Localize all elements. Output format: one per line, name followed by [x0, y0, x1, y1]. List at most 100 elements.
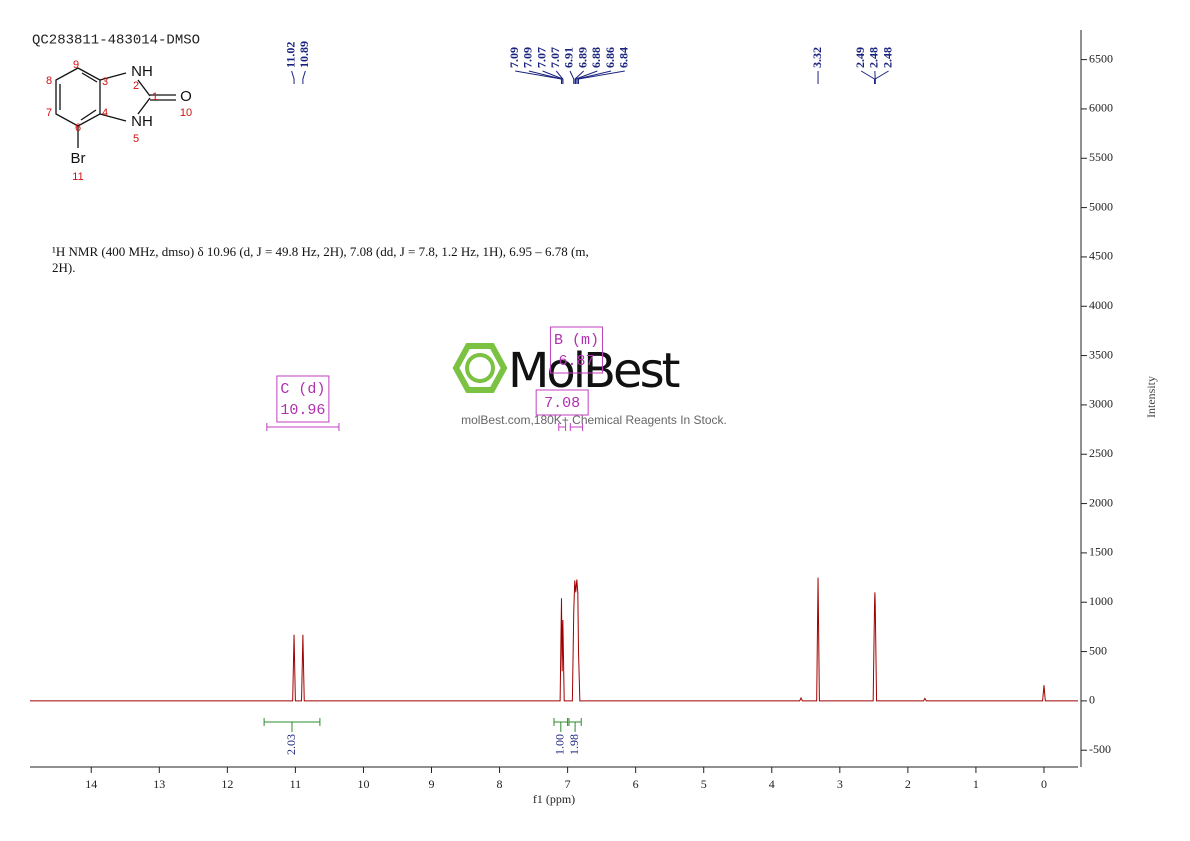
structure — [55, 67, 176, 148]
y-tick-label: 0 — [1089, 693, 1095, 707]
peak-label: 6.86 — [603, 47, 617, 68]
x-tick-label: 0 — [1041, 777, 1047, 791]
x-tick-label: 10 — [357, 777, 369, 791]
peak-connector — [302, 70, 306, 84]
peak-connector — [555, 70, 564, 84]
watermark-brand: MolBest — [508, 343, 680, 399]
atom-number: 9 — [73, 59, 79, 71]
chart-title: QC283811-483014-DMSO — [32, 33, 200, 49]
atom-label: O — [180, 88, 192, 105]
atom-number: 6 — [75, 122, 81, 134]
peak-label: 6.89 — [575, 47, 589, 68]
logo-hexagon — [452, 343, 508, 393]
benzene-ring — [55, 67, 101, 127]
atom-number: 4 — [102, 107, 108, 119]
y-tick-label: 500 — [1089, 643, 1107, 657]
peak-connector — [575, 70, 598, 84]
x-axis-label: f1 (ppm) — [533, 792, 575, 806]
y-tick-label: 3500 — [1089, 347, 1113, 361]
bond — [80, 109, 97, 121]
x-tick-label: 14 — [85, 777, 97, 791]
x-tick-label: 4 — [769, 777, 775, 791]
y-tick-label: 2500 — [1089, 446, 1113, 460]
peak-connector — [291, 70, 295, 84]
multiplet-text: B (m) — [554, 332, 599, 349]
atom-number: 3 — [102, 76, 108, 88]
peak-label: 3.32 — [810, 47, 824, 68]
y-tick-label: -500 — [1089, 742, 1111, 756]
peak-label: 2.48 — [880, 47, 894, 68]
multiplet-text: 6.87 — [558, 353, 594, 370]
peak-connector — [577, 70, 625, 84]
peak-connector — [574, 70, 585, 84]
multiplet-box — [549, 326, 603, 374]
peak-connector — [860, 70, 876, 84]
peak-connector — [569, 70, 575, 84]
spectrum — [30, 577, 1078, 702]
x-tick-label: 1 — [973, 777, 979, 791]
peak-label: 7.07 — [548, 47, 562, 68]
integral-bracket — [568, 718, 582, 732]
y-tick-label: 4500 — [1089, 249, 1113, 263]
y-tick-label: 5000 — [1089, 199, 1113, 213]
x-tick-label: 3 — [837, 777, 843, 791]
peak-label: 7.09 — [507, 47, 521, 68]
x-tick-label: 6 — [633, 777, 639, 791]
integral-label: 2.03 — [284, 734, 298, 755]
x-tick-label: 9 — [429, 777, 435, 791]
x-tick-label: 2 — [905, 777, 911, 791]
atom-label: NH — [131, 113, 153, 130]
y-tick-label: 2000 — [1089, 495, 1113, 509]
multiplet-text: 10.96 — [280, 402, 325, 419]
logo-ring — [465, 353, 495, 383]
x-tick-label: 11 — [290, 777, 302, 791]
integral-label: 1.00 — [553, 734, 567, 755]
y-tick-label: 6500 — [1089, 51, 1113, 65]
y-tick-label: 3000 — [1089, 397, 1113, 411]
peak-connector — [576, 70, 612, 84]
atom-number: 10 — [180, 107, 192, 119]
peak-label: 10.89 — [297, 41, 311, 68]
atom-number: 8 — [46, 75, 52, 87]
peak-label: 7.07 — [534, 47, 548, 68]
multiplet-text: C (d) — [280, 381, 325, 398]
peak-label: 7.09 — [521, 47, 535, 68]
bond — [81, 72, 98, 83]
peak-label: 6.84 — [617, 47, 631, 68]
peak-connector — [874, 70, 889, 84]
integral-bracket — [263, 718, 321, 732]
atom-number: 11 — [72, 171, 83, 183]
atom-number: 5 — [133, 133, 139, 145]
multiplet-box — [535, 389, 589, 416]
y-tick-label: 4000 — [1089, 298, 1113, 312]
multiplet-range — [558, 423, 567, 431]
integral-bracket — [553, 718, 569, 732]
x-tick-label: 12 — [221, 777, 233, 791]
integral-label: 1.98 — [567, 734, 581, 755]
bond — [137, 97, 151, 115]
y-tick-label: 1000 — [1089, 594, 1113, 608]
multiplet-text: 7.08 — [544, 395, 580, 412]
y-tick-label: 6000 — [1089, 101, 1113, 115]
atom-label: Br — [71, 150, 86, 167]
y-axis-label: Intensity — [1144, 376, 1158, 418]
multiplet-range — [266, 423, 340, 431]
peak-label: 6.88 — [589, 47, 603, 68]
atom-number: 1 — [152, 91, 158, 103]
peak-label: 2.48 — [867, 47, 881, 68]
bond — [137, 79, 151, 97]
atom-number: 7 — [46, 107, 52, 119]
peak-label: 2.49 — [853, 47, 867, 68]
bond — [99, 72, 127, 81]
x-tick-label: 8 — [497, 777, 503, 791]
atom-number: 2 — [133, 80, 139, 92]
x-tick-label: 13 — [153, 777, 165, 791]
multiplet-range — [569, 423, 584, 431]
y-tick-label: 5500 — [1089, 150, 1113, 164]
atom-label: NH — [131, 63, 153, 80]
y-tick-label: 1500 — [1089, 545, 1113, 559]
peak-connector — [528, 70, 562, 84]
watermark-tagline: molBest.com,180K+ Chemical Reagents In S… — [461, 413, 727, 427]
